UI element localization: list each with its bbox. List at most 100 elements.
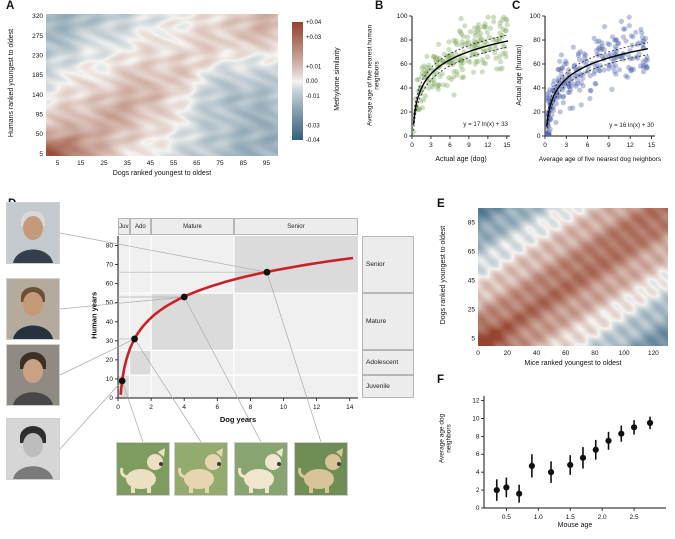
tick-label: 60 bbox=[400, 61, 408, 68]
scatter-point bbox=[452, 40, 458, 46]
scatter-point bbox=[559, 87, 566, 93]
scatter-point bbox=[545, 131, 551, 137]
scatter-point bbox=[626, 23, 632, 29]
scatter-point bbox=[596, 52, 602, 58]
scatter-point bbox=[491, 19, 497, 25]
scatter-point bbox=[560, 100, 566, 106]
photo-connector bbox=[59, 296, 185, 310]
dog-photo-juvenile bbox=[116, 442, 170, 496]
scatter-point bbox=[421, 63, 427, 69]
scatter-point bbox=[425, 73, 431, 79]
scatter-point bbox=[493, 36, 499, 43]
scatter-point bbox=[601, 47, 607, 53]
human-photo-juvenile bbox=[6, 418, 60, 480]
tick-label: 80 bbox=[533, 37, 541, 44]
scatter-point bbox=[441, 51, 447, 57]
data-point bbox=[646, 419, 654, 426]
scatter-point bbox=[602, 53, 608, 59]
scatter-point bbox=[605, 41, 611, 47]
tick-label: 4 bbox=[182, 404, 186, 411]
scatter-point bbox=[639, 34, 645, 40]
tick-label: 60 bbox=[533, 61, 541, 68]
tick-label: 20 bbox=[400, 109, 408, 116]
scatter-point bbox=[502, 50, 509, 56]
scatter-point bbox=[565, 82, 572, 88]
data-point bbox=[567, 461, 574, 469]
scatter-point bbox=[634, 41, 640, 48]
scatter-point bbox=[556, 92, 562, 98]
tick-label: 12 bbox=[472, 397, 480, 404]
scatter-point bbox=[577, 87, 583, 93]
scatter-point bbox=[606, 62, 612, 68]
d-x-axis-label: Dog years bbox=[219, 415, 257, 424]
scatter-point bbox=[451, 92, 457, 98]
scatter-point bbox=[473, 41, 479, 47]
panel-letter-f: F bbox=[437, 374, 445, 386]
scatter-point bbox=[643, 57, 649, 63]
tick-label: 0 bbox=[116, 404, 120, 411]
scatter-point bbox=[451, 37, 457, 44]
tick-label: 0 bbox=[537, 133, 541, 140]
stage-block bbox=[151, 293, 234, 351]
tick-label: 10 bbox=[106, 376, 114, 383]
tick-label: 85 bbox=[468, 220, 476, 227]
fit-ci-lower bbox=[546, 54, 648, 133]
scatter-point bbox=[546, 90, 552, 96]
scatter-point bbox=[462, 23, 468, 29]
tick-label: 80 bbox=[106, 243, 114, 250]
tick-label: 6 bbox=[476, 451, 480, 458]
scatter-point bbox=[619, 54, 625, 60]
scatter-point bbox=[640, 41, 646, 47]
scatter-point bbox=[596, 38, 602, 44]
scatter-point bbox=[628, 33, 634, 39]
scatter-point bbox=[444, 82, 450, 89]
scatter-point bbox=[499, 65, 505, 71]
scatter-point bbox=[583, 52, 589, 58]
scatter-point bbox=[557, 94, 563, 100]
scatter-point bbox=[556, 67, 562, 73]
b-scatter-plot: 0 20 40 60 80 100 0 3 6 9 12 15 bbox=[397, 13, 511, 149]
tick-label: 6 bbox=[215, 404, 219, 411]
scatter-point bbox=[643, 65, 650, 71]
dog-photo-adolescent bbox=[174, 442, 228, 496]
stage-column-ado: Ado bbox=[129, 218, 152, 235]
scatter-point bbox=[616, 67, 622, 73]
tick-label: 15 bbox=[77, 160, 85, 167]
scatter-point bbox=[581, 55, 587, 61]
tick-label: 95 bbox=[263, 160, 271, 167]
tick-label: 95 bbox=[36, 111, 44, 118]
scatter-point bbox=[572, 62, 578, 68]
scatter-point bbox=[578, 72, 584, 79]
scatter-point bbox=[421, 97, 427, 103]
scatter-point bbox=[626, 64, 632, 70]
tick-label: 1.5 bbox=[566, 514, 575, 521]
scatter-point bbox=[551, 85, 557, 91]
scatter-point bbox=[472, 33, 478, 39]
scatter-point bbox=[487, 45, 493, 51]
scatter-point bbox=[458, 31, 465, 37]
tick-label: 15 bbox=[648, 142, 656, 149]
scatter-point bbox=[431, 53, 437, 59]
stage-column-senior: Senior bbox=[233, 218, 358, 235]
scatter-point bbox=[465, 58, 471, 64]
colorbar-tick-label: 0.00 bbox=[306, 79, 318, 85]
tick-label: 12 bbox=[484, 142, 492, 149]
scatter-point bbox=[566, 77, 572, 83]
scatter-point bbox=[503, 16, 509, 22]
scatter-point bbox=[565, 67, 572, 73]
tick-label: 5 bbox=[471, 336, 475, 343]
tick-label: 0.5 bbox=[502, 514, 511, 521]
scatter-point bbox=[497, 20, 503, 26]
scatter-point bbox=[644, 57, 650, 63]
scatter-point bbox=[500, 42, 506, 49]
scatter-point bbox=[479, 69, 485, 75]
scatter-point bbox=[559, 74, 566, 81]
scatter-point bbox=[575, 50, 582, 57]
scatter-point bbox=[563, 58, 569, 64]
tick-label: 35 bbox=[124, 160, 132, 167]
scatter-point bbox=[612, 37, 618, 43]
scatter-point bbox=[557, 109, 563, 115]
scatter-point bbox=[550, 107, 557, 114]
tick-label: 8 bbox=[476, 433, 480, 440]
scatter-point bbox=[426, 62, 432, 68]
